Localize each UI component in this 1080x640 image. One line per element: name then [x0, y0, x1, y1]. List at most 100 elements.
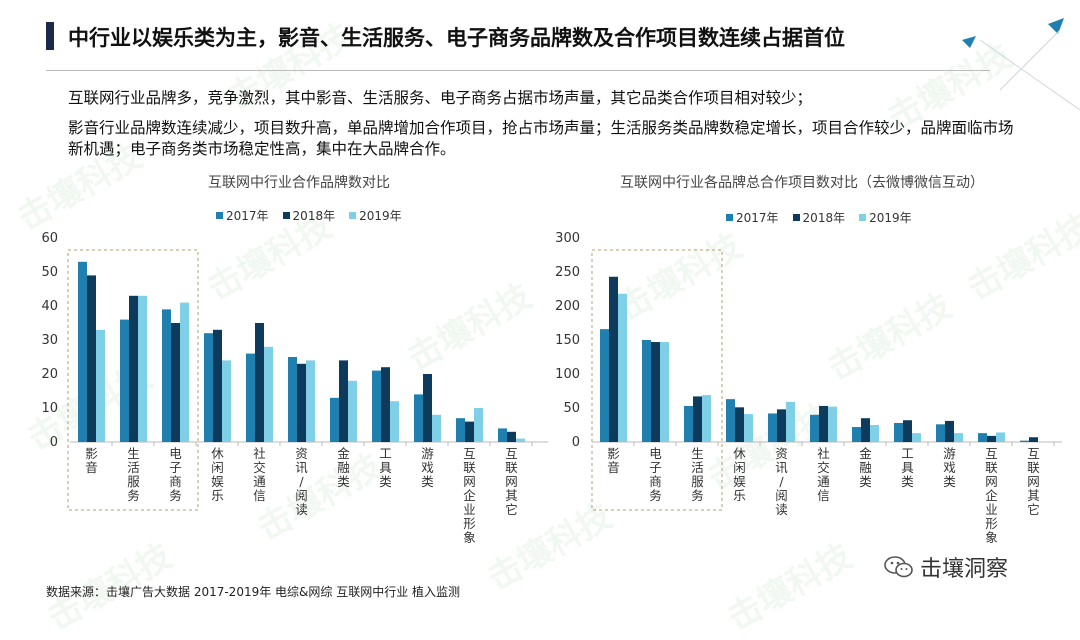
chart1-bar	[288, 357, 297, 442]
legend-swatch-2018	[792, 214, 800, 221]
chart2-legend-2019: 2019年	[859, 209, 912, 226]
chart2-bar	[702, 395, 711, 442]
chart2-bar	[735, 407, 744, 442]
chart2-y-tick: 200	[555, 299, 580, 314]
data-source-note: 数据来源：击壤广告大数据 2017-2019年 电综&网综 互联网中行业 植入监…	[46, 585, 461, 599]
chart1-bar	[456, 418, 465, 442]
chart1-category-label: 互联网其它	[505, 446, 518, 517]
chart1-bar	[330, 397, 339, 442]
chart2-bar	[660, 342, 669, 442]
chart1-category-label: 影音	[85, 446, 98, 475]
chart2-y-tick: 300	[555, 231, 580, 246]
chart1-bar	[96, 329, 105, 442]
chart2-category-label: 金融类	[859, 446, 872, 489]
chart2-bar	[609, 276, 618, 442]
chart2-bar	[642, 340, 651, 442]
brand-mark: 击壤洞察	[884, 551, 1008, 583]
chart2-category-label: 工具类	[901, 446, 914, 489]
chart1-title: 互联网中行业合作品牌数对比	[208, 175, 390, 191]
chart2-category-label: 游戏类	[943, 446, 956, 489]
chart1-bar	[264, 346, 273, 442]
wechat-icon	[884, 556, 913, 578]
chart1-bar	[297, 363, 306, 442]
chart1-y-tick: 20	[41, 367, 58, 382]
chart2-y-tick: 250	[555, 265, 580, 280]
chart2-bar	[894, 422, 903, 442]
chart2-category-label: 休闲娱乐	[733, 446, 746, 503]
chart2-y-tick: 150	[555, 333, 580, 348]
chart2-bar	[744, 414, 753, 442]
chart2-bar	[726, 399, 735, 442]
chart2-bar	[936, 424, 945, 442]
chart2-bar	[978, 433, 987, 442]
chart1-bar	[204, 333, 213, 442]
chart2-category-label: 资讯/阅读	[775, 446, 788, 517]
chart1-bar	[465, 421, 474, 442]
chart1-bar	[162, 309, 171, 442]
chart2-highlight-box	[591, 249, 723, 511]
chart1-bar	[381, 367, 390, 442]
legend-swatch-2017	[726, 214, 733, 221]
chart2-bar	[810, 414, 819, 442]
chart2-legend-2017: 2017年	[726, 209, 779, 226]
chart2-bar	[651, 342, 660, 442]
chart1-bar	[348, 380, 357, 442]
chart1-y-tick: 60	[41, 231, 58, 246]
chart1-legend-2019: 2019年	[349, 207, 402, 224]
chart1-bar	[180, 302, 189, 442]
chart2-bar	[693, 396, 702, 442]
chart1-bar	[129, 295, 138, 442]
chart2-bar	[828, 406, 837, 442]
chart2-category-label: 互联网其它	[1027, 446, 1040, 517]
chart1-y-tick: 30	[41, 333, 58, 348]
chart1-legend-2018: 2018年	[282, 207, 335, 224]
chart1-bar	[138, 295, 147, 442]
chart1-category-label: 休闲娱乐	[211, 446, 224, 503]
chart2-bar	[600, 329, 609, 442]
chart1-bar	[390, 401, 399, 442]
chart2-bar	[996, 432, 1005, 442]
chart1-category-label: 金融类	[337, 446, 350, 489]
chart1-y-tick: 50	[41, 265, 58, 280]
chart1-bar	[213, 329, 222, 442]
chart2-bar	[618, 293, 627, 442]
chart1-bar	[474, 408, 483, 442]
legend-swatch-2019	[859, 214, 867, 221]
chart1-bar	[306, 360, 315, 442]
chart2-bar	[768, 413, 777, 442]
chart2-bar	[852, 427, 861, 442]
chart1-bar	[246, 353, 255, 442]
chart1-y-tick: 10	[41, 401, 58, 416]
chart2-bar	[777, 409, 786, 442]
chart1-category-label: 电子商务	[169, 446, 182, 503]
legend-swatch-2018	[282, 212, 290, 219]
chart1-bar	[255, 323, 264, 442]
summary-paragraph-1: 互联网行业品牌多，竞争激烈，其中影音、生活服务、电子商务占据市场声量，其它品类合…	[68, 89, 813, 107]
chart1-bar	[87, 275, 96, 442]
chart2-bar	[954, 433, 963, 442]
chart2-bar	[912, 433, 921, 442]
title-accent-bar	[46, 22, 54, 50]
chart1-bar	[372, 370, 381, 442]
chart1-bar	[78, 261, 87, 442]
chart2-bar	[1029, 437, 1038, 442]
chart1-bar	[432, 414, 441, 442]
title-divider	[46, 70, 990, 71]
brand-name: 击壤洞察	[920, 557, 1009, 582]
charts-canvas: 0 10 20 30 40 50 60 影音 生活服务 电子商务 休闲娱乐 社交通信 资讯/阅读 金融类 工…	[41, 231, 1062, 545]
chart2-bar	[1020, 440, 1029, 442]
chart1-bar	[171, 323, 180, 442]
chart2-bar	[786, 401, 795, 442]
chart2-category-label: 生活服务	[691, 446, 704, 503]
chart1-bar	[498, 428, 507, 442]
chart1-bar	[120, 319, 129, 442]
chart2-legend: 2017年 2018年 2019年	[726, 209, 912, 226]
chart1-category-label: 游戏类	[421, 446, 434, 489]
chart1-bar	[339, 360, 348, 442]
chart2-bar	[861, 418, 870, 442]
chart1-y-tick: 40	[41, 299, 58, 314]
chart2-y-tick: 100	[555, 367, 580, 382]
chart2-bar	[945, 420, 954, 442]
chart1-bar	[423, 374, 432, 442]
chart1-category-label: 资讯/阅读	[295, 446, 308, 517]
